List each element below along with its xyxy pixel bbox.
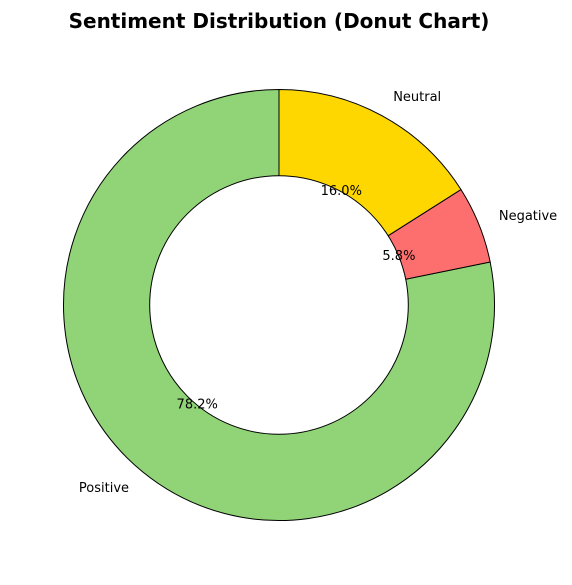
pct-label-negative: 5.8%	[382, 249, 415, 264]
pct-label-positive: 78.2%	[177, 398, 218, 413]
slice-labels: Positive 78.2% Negative 5.8% Neutral 16.0%	[79, 90, 557, 496]
label-positive: Positive	[79, 481, 129, 496]
label-negative: Negative	[499, 209, 557, 224]
donut-hole	[149, 175, 409, 435]
chart-title: Sentiment Distribution (Donut Chart)	[69, 9, 490, 33]
label-neutral: Neutral	[393, 90, 441, 105]
pct-label-neutral: 16.0%	[321, 184, 362, 199]
